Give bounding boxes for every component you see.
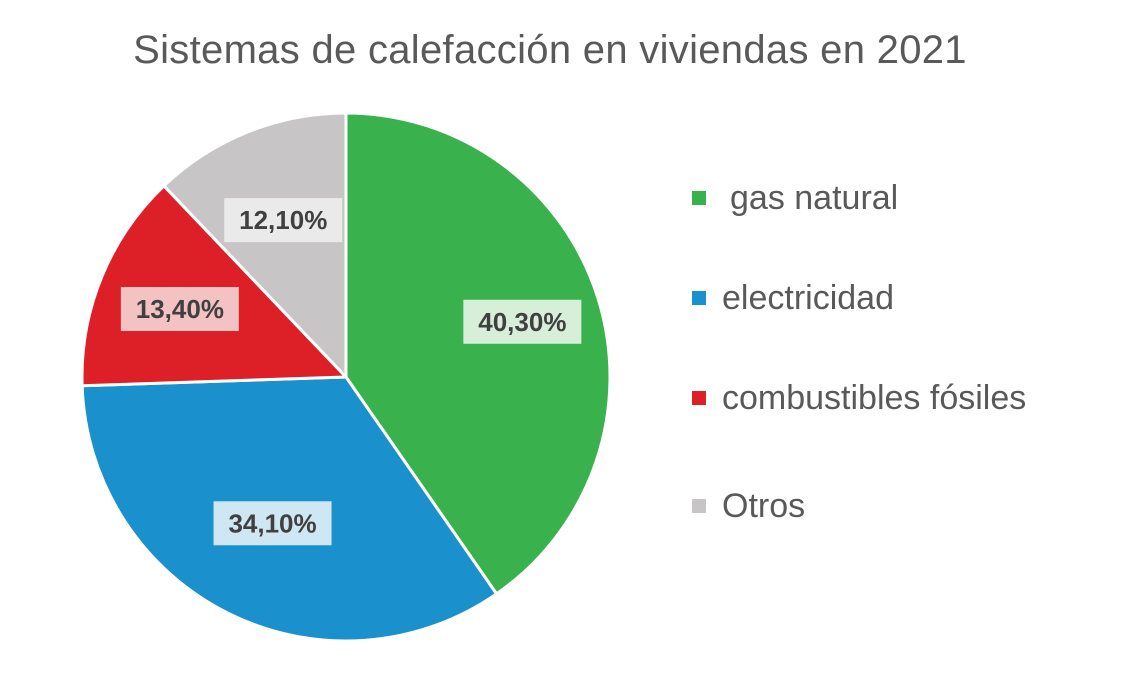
- legend-label-otros: Otros: [722, 486, 806, 525]
- pie-slice-gas-natural: [344, 111, 612, 596]
- data-label-box-gas-natural: [463, 299, 582, 344]
- data-label-group-otros: 12,10%: [224, 198, 343, 243]
- pie-data-labels: 40,30% 34,10% 13,40% 12,10%: [120, 198, 582, 546]
- data-label-box-combustibles-fosiles: [120, 287, 239, 332]
- chart-title: Sistemas de calefacción en viviendas en …: [133, 28, 967, 72]
- legend-item-gas-natural: gas natural: [692, 178, 898, 218]
- legend-swatch-otros: [692, 499, 706, 513]
- data-label-box-otros: [224, 198, 343, 243]
- legend-item-otros: Otros: [692, 486, 805, 526]
- legend-swatch-combustibles-fosiles: [692, 391, 706, 405]
- legend-label-gas-natural: gas natural: [730, 178, 899, 217]
- data-label-gas-natural: 40,30%: [478, 307, 566, 337]
- pie-slice-otros: [162, 111, 348, 379]
- pie-slice-combustibles-fosiles: [80, 184, 348, 388]
- pie-slices: [80, 111, 612, 643]
- data-label-box-electricidad: [213, 501, 332, 546]
- legend-item-combustibles-fosiles: combustibles fósiles: [692, 378, 1026, 418]
- legend-label-electricidad: electricidad: [722, 278, 894, 317]
- legend-label-combustibles-fosiles: combustibles fósiles: [722, 378, 1027, 417]
- legend-item-electricidad: electricidad: [692, 278, 894, 318]
- data-label-combustibles-fosiles: 13,40%: [136, 294, 224, 324]
- data-label-group-combustibles-fosiles: 13,40%: [120, 287, 239, 332]
- legend-swatch-electricidad: [692, 291, 706, 305]
- data-label-electricidad: 34,10%: [228, 508, 316, 538]
- data-label-group-gas-natural: 40,30%: [463, 299, 582, 344]
- data-label-otros: 12,10%: [239, 205, 327, 235]
- legend-swatch-gas-natural: [692, 191, 706, 205]
- data-label-group-electricidad: 34,10%: [213, 501, 332, 546]
